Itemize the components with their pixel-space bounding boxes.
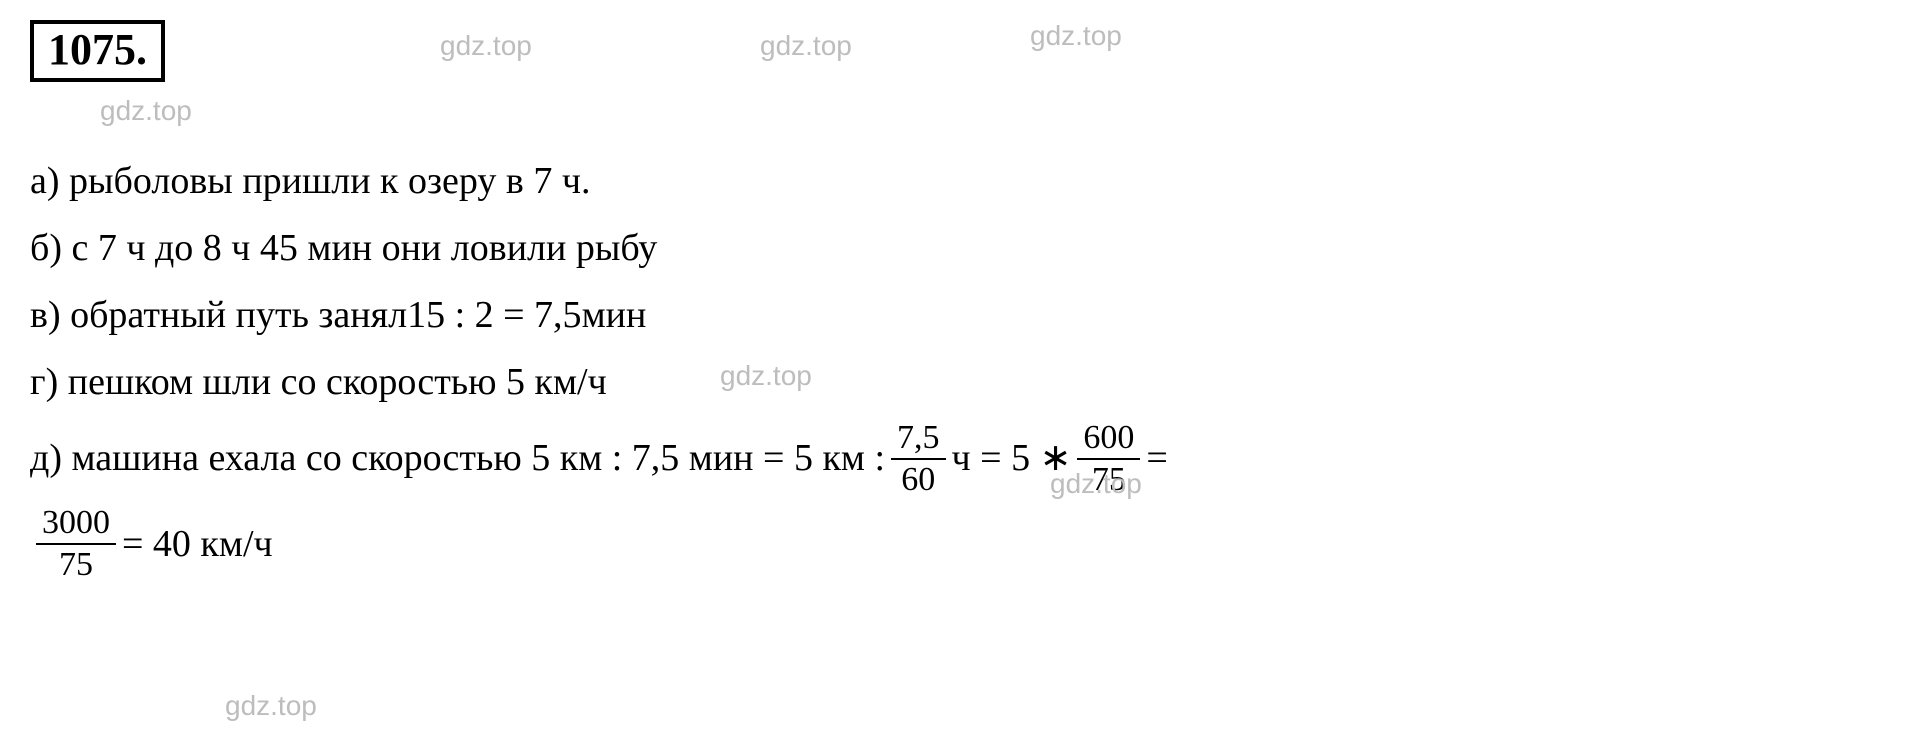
item-e-mid1: ч = 5 ∗ [952, 429, 1072, 488]
item-b-text: б) с 7 ч до 8 ч 45 мин они ловили рыбу [30, 219, 657, 278]
item-c: в) обратный путь занял 15 : 2 = 7,5 мин [30, 286, 1896, 345]
problem-number: 1075. [48, 25, 147, 74]
fraction-den: 75 [53, 547, 99, 583]
fraction-num: 3000 [36, 505, 116, 541]
item-c-prefix: в) обратный путь занял [30, 286, 407, 345]
problem-number-box: 1075. [30, 20, 165, 82]
item-c-suffix: мин [582, 286, 647, 345]
item-e-tail: = 40 км/ч [122, 515, 273, 574]
item-b: б) с 7 ч до 8 ч 45 мин они ловили рыбу [30, 219, 1896, 278]
item-d: г) пешком шли со скоростью 5 км/ч [30, 353, 1896, 412]
fraction-num: 600 [1077, 420, 1140, 456]
fraction-600-over-75: 600 75 [1071, 420, 1146, 497]
fraction-bar [36, 543, 116, 545]
watermark: gdz.top [225, 690, 317, 722]
item-e-line1: д) машина ехала со скоростью 5 км : 7,5 … [30, 420, 1896, 497]
page: 1075. gdz.top gdz.top gdz.top gdz.top gd… [0, 0, 1926, 753]
fraction-3000-over-75: 3000 75 [30, 505, 122, 582]
item-d-text: г) пешком шли со скоростью 5 км/ч [30, 353, 607, 412]
fraction-den: 75 [1086, 462, 1132, 498]
fraction-7p5-over-60: 7,5 60 [885, 420, 952, 497]
item-a-text: а) рыболовы пришли к озеру в 7 ч. [30, 152, 590, 211]
fraction-bar [891, 458, 946, 460]
item-e-mid2: = [1146, 429, 1167, 488]
watermark: gdz.top [1030, 20, 1122, 52]
item-c-expression: 15 : 2 = 7,5 [407, 286, 582, 345]
watermark: gdz.top [440, 30, 532, 62]
item-e-prefix: д) машина ехала со скоростью 5 км : 7,5 … [30, 429, 885, 488]
item-e-line2: 3000 75 = 40 км/ч [30, 505, 1896, 582]
fraction-num: 7,5 [891, 420, 946, 456]
item-a: а) рыболовы пришли к озеру в 7 ч. [30, 152, 1896, 211]
fraction-bar [1077, 458, 1140, 460]
watermark: gdz.top [100, 95, 192, 127]
watermark: gdz.top [760, 30, 852, 62]
fraction-den: 60 [895, 462, 941, 498]
solution-body: а) рыболовы пришли к озеру в 7 ч. б) с 7… [30, 152, 1896, 582]
